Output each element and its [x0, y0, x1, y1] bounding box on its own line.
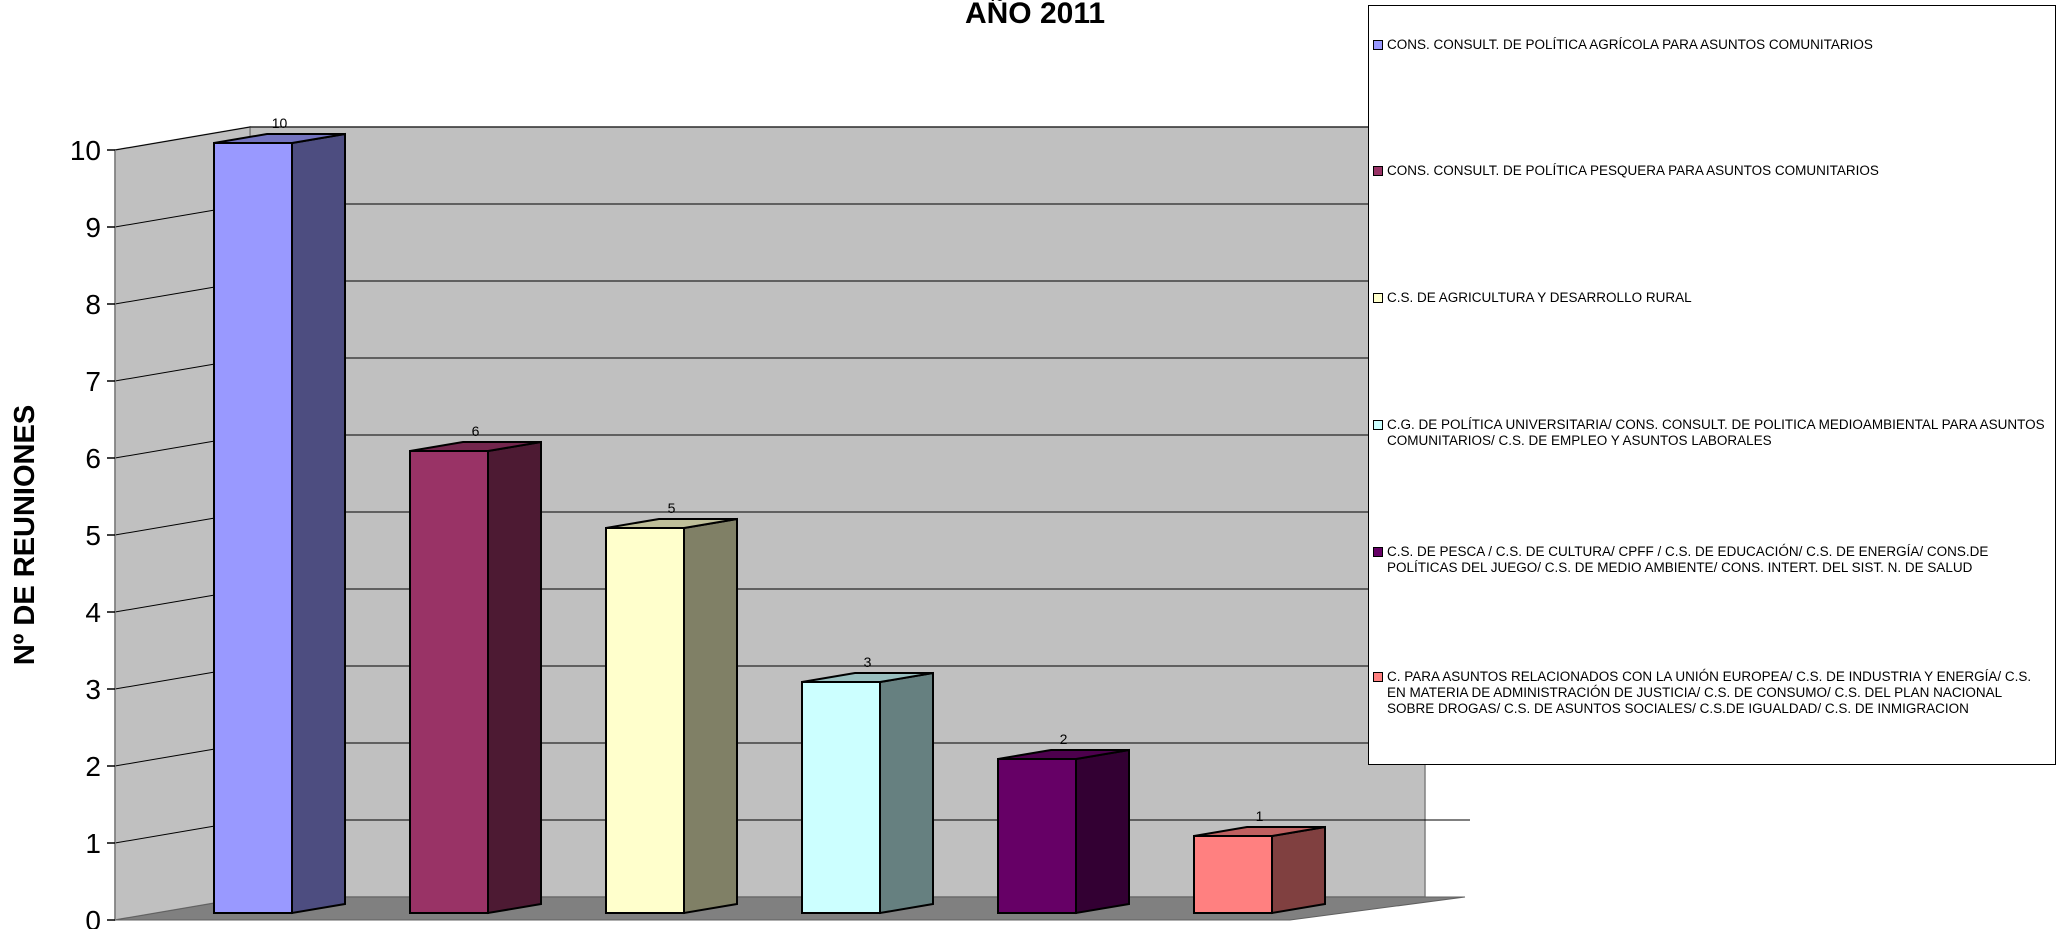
y-tick-label: 10 — [70, 135, 101, 166]
y-tick-label: 4 — [85, 597, 101, 628]
data-label: 2 — [1060, 731, 1068, 747]
bar-2 — [409, 440, 542, 915]
gridline-side — [114, 126, 251, 151]
legend-label: CONS. CONSULT. DE POLÍTICA AGRÍCOLA PARA… — [1387, 37, 1873, 52]
data-label: 6 — [472, 423, 480, 439]
data-label: 3 — [864, 654, 872, 670]
legend-label: C.G. DE POLÍTICA UNIVERSITARIA/ CONS. CO… — [1387, 417, 2045, 448]
data-label: 1 — [1256, 808, 1264, 824]
legend-swatch — [1373, 672, 1383, 682]
legend-item: C.S. DE AGRICULTURA Y DESARROLLO RURAL — [1373, 290, 2049, 306]
bar-5 — [997, 748, 1130, 915]
bar-3 — [605, 517, 738, 915]
chart-title: AÑO 2011 — [965, 0, 1105, 30]
bar-front — [409, 450, 489, 914]
y-tick-label: 9 — [85, 212, 101, 243]
bar-1 — [213, 132, 346, 915]
y-tick-label: 2 — [85, 751, 101, 782]
legend-item: C.G. DE POLÍTICA UNIVERSITARIA/ CONS. CO… — [1373, 417, 2049, 449]
bar-front — [213, 142, 293, 914]
legend-swatch — [1373, 547, 1383, 557]
legend-item: C. PARA ASUNTOS RELACIONADOS CON LA UNIÓ… — [1373, 669, 2049, 717]
legend-swatch — [1373, 166, 1383, 176]
bar-side — [487, 440, 542, 915]
legend-label: C.S. DE PESCA / C.S. DE CULTURA/ CPFF / … — [1387, 544, 1989, 575]
y-axis: 0 1 2 3 4 5 6 7 8 9 10 — [70, 135, 116, 929]
data-label: 5 — [668, 500, 676, 516]
legend-label: C.S. DE AGRICULTURA Y DESARROLLO RURAL — [1387, 290, 1692, 305]
y-tick-label: 7 — [85, 366, 101, 397]
legend-label: C. PARA ASUNTOS RELACIONADOS CON LA UNIÓ… — [1387, 669, 2032, 716]
bar-front — [605, 527, 685, 914]
y-axis-title: Nº DE REUNIONES — [9, 405, 41, 665]
y-tick-label: 0 — [85, 905, 101, 929]
data-labels: 10 6 5 3 2 1 — [272, 115, 1264, 824]
legend-label: CONS. CONSULT. DE POLÍTICA PESQUERA PARA… — [1387, 163, 1879, 178]
y-tick-label: 5 — [85, 520, 101, 551]
legend: CONS. CONSULT. DE POLÍTICA AGRÍCOLA PARA… — [1368, 5, 2056, 765]
legend-item: C.S. DE PESCA / C.S. DE CULTURA/ CPFF / … — [1373, 544, 2049, 576]
legend-item: CONS. CONSULT. DE POLÍTICA PESQUERA PARA… — [1373, 163, 2049, 179]
bar-front — [801, 681, 881, 914]
bar-side — [291, 132, 346, 915]
bars — [213, 132, 1326, 915]
bar-side — [879, 671, 934, 915]
legend-swatch — [1373, 40, 1383, 50]
bar-side — [683, 517, 738, 915]
bar-6 — [1193, 825, 1326, 915]
bar-side — [1271, 825, 1326, 915]
legend-swatch — [1373, 420, 1383, 430]
legend-item: CONS. CONSULT. DE POLÍTICA AGRÍCOLA PARA… — [1373, 37, 2049, 53]
data-label: 10 — [272, 115, 288, 131]
bar-front — [997, 758, 1077, 914]
bar-side — [1075, 748, 1130, 915]
y-tick-label: 3 — [85, 674, 101, 705]
bar-front — [1193, 835, 1273, 914]
legend-swatch — [1373, 293, 1383, 303]
y-tick-label: 8 — [85, 289, 101, 320]
y-tick-label: 1 — [85, 828, 101, 859]
y-tick-label: 6 — [85, 443, 101, 474]
bar-4 — [801, 671, 934, 915]
